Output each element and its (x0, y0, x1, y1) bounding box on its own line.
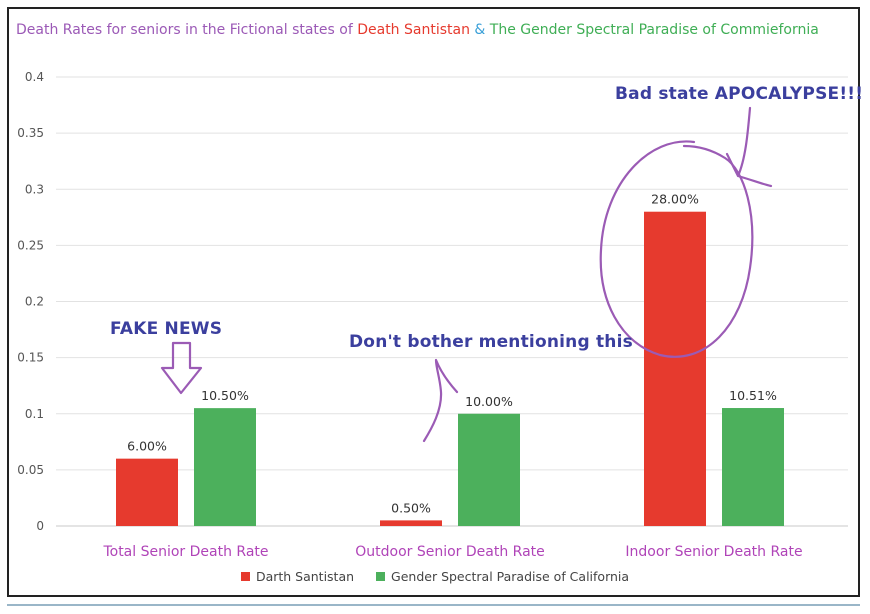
bar (194, 408, 256, 526)
data-label: 0.50% (391, 500, 431, 515)
gridlines (56, 76, 848, 527)
annotation-apocalypse: Bad state APOCALYPSE!!! (615, 84, 864, 104)
bar (722, 408, 784, 526)
legend: Darth Santistan Gender Spectral Paradise… (0, 569, 870, 584)
y-tick-label: 0.05 (17, 463, 44, 477)
title-ampersand: & (469, 22, 490, 38)
bar (380, 520, 442, 526)
y-tick-label: 0.2 (25, 295, 44, 309)
y-tick-label: 0.1 (25, 407, 44, 421)
y-tick-label: 0.15 (17, 351, 44, 365)
y-tick-labels: 0 0.05 0.1 0.15 0.2 0.25 0.3 0.35 0.4 (17, 70, 44, 533)
hand-drawn-annotations (160, 106, 773, 443)
circle-scribble-icon (599, 140, 754, 358)
data-label: 10.51% (729, 388, 777, 403)
data-label: 10.00% (465, 394, 513, 409)
title-prefix: Death Rates for seniors in the Fictional… (16, 22, 358, 38)
y-tick-label: 0 (36, 519, 44, 533)
category-labels: Total Senior Death Rate Outdoor Senior De… (102, 544, 802, 560)
down-arrow-icon (160, 341, 203, 395)
title-state-green: The Gender Spectral Paradise of Commiefo… (489, 22, 819, 38)
annotation-dont-bother: Don't bother mentioning this (349, 332, 633, 352)
category-label: Outdoor Senior Death Rate (355, 544, 545, 560)
data-label: 28.00% (651, 192, 699, 207)
y-tick-label: 0.35 (17, 126, 44, 140)
apocalypse-arrow-icon (725, 106, 773, 188)
y-tick-label: 0.3 (25, 182, 44, 196)
y-tick-label: 0.25 (17, 238, 44, 252)
bar (644, 211, 706, 526)
data-labels: 6.00% 10.50% 0.50% 10.00% 28.00% 10.51% (127, 192, 777, 516)
legend-item-green: Gender Spectral Paradise of California (376, 569, 629, 584)
legend-item-red: Darth Santistan (240, 569, 355, 584)
legend-label-red: Darth Santistan (255, 569, 355, 584)
bottom-rule (7, 604, 860, 606)
category-label: Total Senior Death Rate (102, 544, 268, 560)
legend-label-green: Gender Spectral Paradise of California (391, 569, 630, 584)
data-label: 6.00% (127, 439, 167, 454)
legend-swatch-red (240, 572, 250, 581)
data-label: 10.50% (201, 388, 249, 403)
title-state-red: Death Santistan (357, 22, 470, 38)
chart-title: Death Rates for seniors in the Fictional… (16, 22, 856, 38)
bar (458, 413, 520, 526)
legend-swatch-green (376, 572, 386, 581)
bars (116, 211, 784, 526)
category-label: Indoor Senior Death Rate (625, 544, 802, 560)
squiggle-arrow-icon (422, 358, 459, 443)
annotation-fake-news: FAKE NEWS (110, 319, 223, 339)
y-tick-label: 0.4 (25, 70, 44, 84)
bar (116, 458, 178, 526)
